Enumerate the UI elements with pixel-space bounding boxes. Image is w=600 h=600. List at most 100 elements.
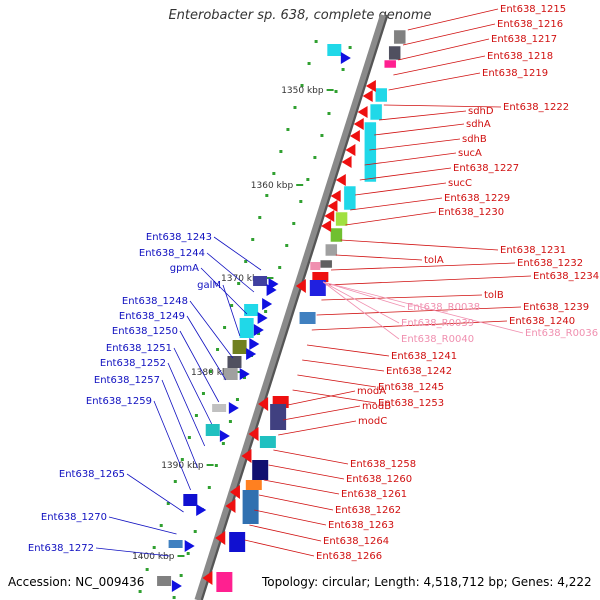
- reverse-gene-block: [245, 480, 262, 490]
- scale-tick: [334, 90, 338, 93]
- scale-tick: [186, 552, 190, 555]
- forward-gene-leader: [206, 252, 255, 293]
- rna-gene-leader: [323, 281, 406, 308]
- reverse-gene-leader: [340, 239, 499, 251]
- scale-tick: [244, 260, 248, 263]
- reverse-gene-leader: [306, 344, 390, 357]
- forward-gene-label: Ent638_1272: [28, 543, 94, 554]
- reverse-gene-arrow: [345, 144, 356, 156]
- reverse-gene-arrow: [324, 210, 335, 222]
- reverse-gene-label: Ent638_1215: [500, 4, 566, 15]
- forward-gene-leader: [213, 236, 262, 271]
- scale-tick: [279, 150, 283, 153]
- forward-gene-block: [205, 424, 220, 436]
- reverse-gene-leader: [292, 389, 377, 404]
- reverse-gene-leader: [258, 494, 334, 511]
- scale-tick: [172, 596, 176, 599]
- forward-gene-label: Ent638_1244: [139, 248, 205, 259]
- scale-tick: [138, 590, 142, 593]
- reverse-gene-leader: [311, 320, 508, 331]
- forward-gene-label: Ent638_1270: [41, 512, 107, 523]
- forward-gene-arrow: [219, 430, 230, 442]
- reverse-gene-label: modA: [357, 386, 386, 397]
- scale-tick: [327, 112, 331, 115]
- reverse-gene-leader: [369, 138, 461, 151]
- reverse-gene-label: Ent638_1222: [503, 102, 569, 113]
- reverse-gene-block: [335, 211, 348, 227]
- reverse-gene-label: Ent638_1263: [328, 520, 394, 531]
- reverse-gene-arrow: [225, 499, 236, 513]
- reverse-gene-leader: [354, 182, 447, 196]
- forward-gene-label: Ent638_1259: [86, 396, 152, 407]
- forward-gene-arrow: [253, 324, 264, 336]
- scale-tick: [278, 266, 282, 269]
- reverse-gene-leader: [398, 38, 490, 61]
- reverse-gene-arrow: [341, 156, 352, 168]
- forward-gene-leader: [179, 330, 220, 403]
- scale-tick: [221, 442, 225, 445]
- forward-gene-label: gpmA: [170, 263, 199, 274]
- map-title: Enterobacter sp. 638, complete genome: [168, 8, 432, 23]
- forward-gene-block: [183, 494, 198, 506]
- forward-gene-arrow: [262, 298, 273, 310]
- forward-gene-arrow: [171, 580, 182, 592]
- scale-tick: [293, 106, 297, 109]
- reverse-gene-leader: [302, 359, 385, 372]
- forward-gene-block: [232, 340, 247, 354]
- scale-label: 1390 kbp: [161, 461, 204, 471]
- forward-gene-leader: [222, 284, 241, 337]
- reverse-gene-arrow: [202, 571, 213, 585]
- forward-gene-block: [168, 540, 183, 548]
- reverse-gene-leader: [374, 123, 465, 136]
- reverse-gene-leader: [244, 539, 315, 557]
- rna-gene-leader: [322, 281, 400, 324]
- reverse-gene-leader: [254, 509, 327, 526]
- forward-gene-leader: [186, 315, 227, 381]
- reverse-gene-label: sucA: [458, 148, 482, 159]
- forward-gene-leader: [173, 347, 213, 425]
- reverse-gene-block: [393, 29, 407, 45]
- rna-gene-label: Ent638_R0039: [401, 318, 474, 329]
- scale-tick: [314, 40, 318, 43]
- reverse-gene-leader: [407, 8, 499, 31]
- reverse-gene-label: sucC: [448, 178, 472, 189]
- reverse-gene-label: modB: [362, 401, 391, 412]
- reverse-gene-block: [270, 404, 287, 430]
- scale-tick: [230, 304, 234, 307]
- reverse-gene-label: Ent638_1242: [386, 366, 452, 377]
- reverse-gene-arrow: [330, 190, 341, 202]
- scale-tick: [264, 310, 268, 313]
- reverse-gene-arrow: [258, 397, 269, 411]
- reverse-gene-leader: [378, 110, 467, 121]
- rna-gene-leader: [323, 281, 524, 334]
- reverse-gene-label: Ent638_1219: [482, 68, 548, 79]
- scale-tick: [145, 568, 149, 571]
- forward-gene-arrow: [340, 52, 351, 64]
- scale-label: 1360 kbp: [251, 181, 294, 191]
- reverse-gene-label: sdhB: [462, 134, 487, 145]
- reverse-gene-block: [252, 460, 269, 480]
- forward-gene-arrow: [184, 540, 195, 552]
- forward-gene-arrow: [257, 312, 268, 324]
- reverse-gene-block: [319, 259, 333, 269]
- forward-gene-block: [157, 576, 172, 586]
- scale-tick: [313, 156, 317, 159]
- scale-tick: [257, 332, 261, 335]
- reverse-gene-label: Ent638_1229: [444, 193, 510, 204]
- reverse-gene-block: [369, 103, 383, 121]
- scale-tick: [187, 436, 191, 439]
- reverse-gene-block: [374, 87, 388, 103]
- forward-gene-leader: [189, 300, 234, 359]
- scale-tick: [193, 530, 197, 533]
- scale-tick: [235, 398, 239, 401]
- forward-gene-leader: [108, 516, 177, 535]
- scale-tick: [292, 222, 296, 225]
- scale-tick: [216, 348, 220, 351]
- reverse-gene-label: tolA: [424, 255, 444, 266]
- scale-tick: [228, 420, 232, 423]
- reverse-gene-leader: [330, 262, 516, 271]
- scale-label: 1380 kbp: [191, 368, 234, 378]
- reverse-gene-leader: [350, 197, 443, 211]
- forward-gene-block: [327, 44, 342, 56]
- forward-gene-arrow: [239, 368, 250, 380]
